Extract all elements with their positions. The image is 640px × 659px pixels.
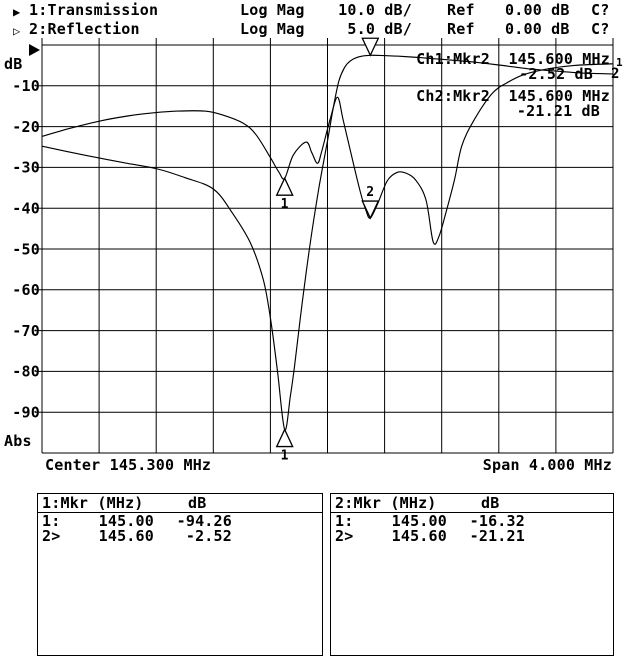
marker-value: -94.26 <box>176 512 232 530</box>
y-axis-bottom-label: Abs <box>4 432 32 450</box>
trace2-scale-value: 5.0 dB/ <box>347 20 412 38</box>
marker-value: -16.32 <box>469 512 525 530</box>
center-frequency-label: Center 145.300 MHz <box>45 456 212 474</box>
marker-triangle-active <box>361 37 380 57</box>
y-axis-unit-label: dB <box>4 55 22 73</box>
trace2-status-flag: C? <box>591 20 610 38</box>
marker-table-ch1: 1:Mkr (MHz) dB 1: 145.00 -94.26 2> 145.6… <box>37 493 323 656</box>
y-axis-tick-label: -40 <box>12 200 40 218</box>
marker-id: 2> <box>42 527 61 545</box>
trace1-active-marker-icon: ▶ <box>13 5 21 19</box>
y-axis-tick-label: -90 <box>12 404 40 422</box>
y-axis-tick-label: -30 <box>12 159 40 177</box>
trace1-status-flag: C? <box>591 1 610 19</box>
trace2-title: 2:Reflection <box>29 20 140 38</box>
y-axis-tick-label: -60 <box>12 281 40 299</box>
trace1-format-label: Log Mag <box>240 1 305 19</box>
marker-id: 2> <box>335 527 354 545</box>
trace-end-number-label: 1 <box>616 56 623 69</box>
trace2-ref-value: 0.00 dB <box>505 20 570 38</box>
y-axis-tick-label: -80 <box>12 363 40 381</box>
marker-number-label: 2 <box>366 185 374 200</box>
marker-table-ch2-title: 2:Mkr (MHz) <box>335 494 437 512</box>
marker-table-ch2-unit: dB <box>481 494 500 512</box>
ch2-marker-readout-value: -21.21 dB <box>516 102 600 120</box>
trace1-title: 1:Transmission <box>29 1 159 19</box>
trace1-scale-value: 10.0 dB/ <box>338 1 412 19</box>
marker-table-ch2-header: 2:Mkr (MHz) dB <box>331 494 613 513</box>
ch1-marker-readout-value: -2.52 dB <box>519 65 593 83</box>
marker-table-ch1-title: 1:Mkr (MHz) <box>42 494 144 512</box>
marker-triangle-2 <box>361 200 380 220</box>
trace2-inactive-marker-icon: ▷ <box>13 24 21 38</box>
marker-table-ch1-unit: dB <box>188 494 207 512</box>
marker-freq: 145.60 <box>391 527 447 545</box>
marker-freq: 145.00 <box>98 512 154 530</box>
marker-table-ch2: 2:Mkr (MHz) dB 1: 145.00 -16.32 2> 145.6… <box>330 493 614 656</box>
marker-id: 1: <box>42 512 61 530</box>
marker-value: -2.52 <box>185 527 232 545</box>
trace2-format-label: Log Mag <box>240 20 305 38</box>
marker-freq: 145.60 <box>98 527 154 545</box>
trace1-ref-value: 0.00 dB <box>505 1 570 19</box>
marker-table-ch1-header: 1:Mkr (MHz) dB <box>38 494 322 513</box>
trace2-ref-label: Ref <box>447 20 475 38</box>
marker-number-label: 1 <box>281 449 289 464</box>
marker-triangle-1 <box>275 428 294 448</box>
marker-number-label: 1 <box>281 197 289 212</box>
marker-freq: 145.00 <box>391 512 447 530</box>
trace-end-number-label: 2 <box>611 66 620 82</box>
y-axis-tick-label: -50 <box>12 240 40 258</box>
span-frequency-label: Span 4.000 MHz <box>482 456 612 474</box>
marker-value: -21.21 <box>469 527 525 545</box>
marker-id: 1: <box>335 512 354 530</box>
trace1-ref-label: Ref <box>447 1 475 19</box>
marker-triangle-1 <box>275 176 294 196</box>
ref-level-indicator-icon <box>29 44 40 56</box>
y-axis-tick-label: -10 <box>12 77 40 95</box>
y-axis-tick-label: -20 <box>12 118 40 136</box>
y-axis-tick-label: -70 <box>12 322 40 340</box>
